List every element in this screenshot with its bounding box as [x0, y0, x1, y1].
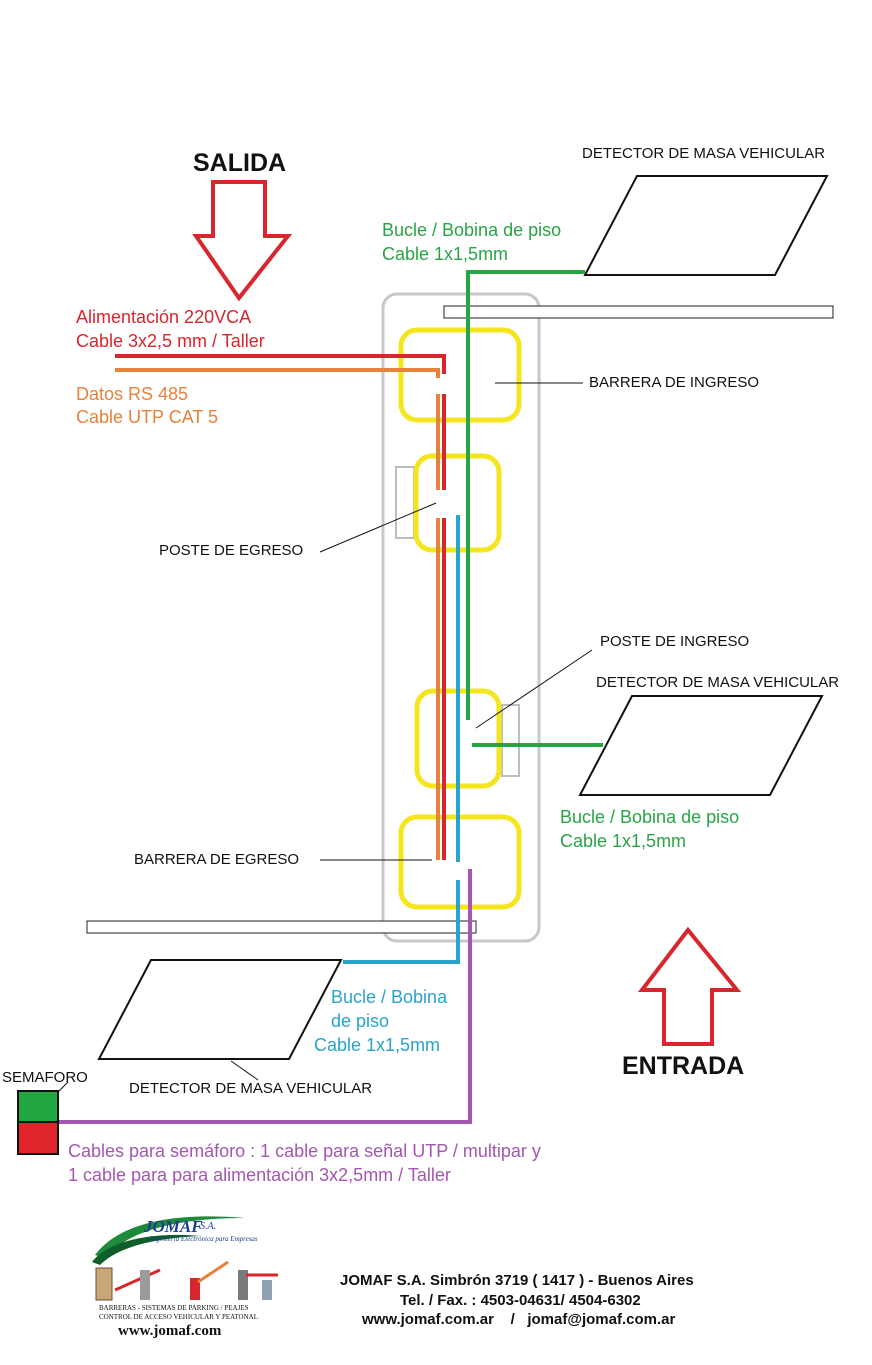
logo-barrier-icon-2	[197, 1260, 229, 1284]
logo-post-icon-1	[140, 1270, 150, 1300]
logo-suffix: S.A.	[200, 1221, 217, 1232]
semaforo-cables-line2: 1 cable para para alimentación 3x2,5mm /…	[68, 1165, 451, 1185]
detector-bottom	[97, 959, 343, 1060]
logo-post-icon-3	[238, 1270, 248, 1300]
logo-caption-1: BARRERAS - SISTEMAS DE PARKING / PEAJES	[99, 1304, 249, 1312]
semaforo-light-red	[17, 1121, 59, 1155]
detector-mid	[578, 695, 824, 796]
logo-barrier-icon	[114, 1268, 161, 1292]
logo-post-icon-4	[262, 1280, 272, 1300]
gate-box-ingreso	[501, 704, 520, 777]
loop-top-line2: Cable 1x1,5mm	[382, 244, 509, 264]
data-label-line1: Datos RS 485	[76, 384, 189, 404]
barrera-ingreso-post	[398, 327, 522, 423]
detector-mid-label: DETECTOR DE MASA VEHICULAR	[596, 674, 840, 691]
power-label-line2: Cable 3x2,5 mm / Taller	[76, 331, 265, 351]
detector-top	[583, 175, 829, 276]
logo-booth-icon	[95, 1267, 113, 1301]
entrada-arrow	[637, 926, 742, 1046]
semaforo-light-green	[17, 1090, 59, 1123]
loop-mid-line1: Bucle / Bobina de piso	[560, 807, 740, 827]
semaforo-label: SEMAFORO	[2, 1069, 88, 1086]
footer-address: JOMAF S.A. Simbrón 3719 ( 1417 ) - Bueno…	[340, 1272, 694, 1289]
logo-name: JOMAF	[144, 1217, 203, 1236]
logo-post-icon-2	[190, 1278, 200, 1300]
power-label-line1: Alimentación 220VCA	[76, 307, 252, 327]
power-cable	[115, 354, 446, 374]
leader-poste-egreso	[319, 502, 437, 553]
data-label-line2: Cable UTP CAT 5	[76, 407, 219, 427]
island-outline	[381, 292, 541, 943]
entrada-heading: ENTRADA	[622, 1052, 745, 1080]
semaforo-cables-line1: Cables para semáforo : 1 cable para seña…	[68, 1141, 541, 1161]
leader-detector-bottom	[230, 1060, 259, 1081]
leader-semaforo	[57, 1081, 69, 1093]
poste-egreso-label: POSTE DE EGRESO	[159, 542, 304, 559]
data-cable	[115, 368, 440, 378]
logo-tagline: Ingeniería Electrónica para Empresas	[150, 1235, 258, 1243]
detector-bottom-label: DETECTOR DE MASA VEHICULAR	[129, 1080, 373, 1097]
loop-top-line1: Bucle / Bobina de piso	[382, 220, 562, 240]
poste-ingreso-label: POSTE DE INGRESO	[600, 633, 750, 650]
loop-cable-bottom-run	[343, 880, 460, 964]
detector-top-label: DETECTOR DE MASA VEHICULAR	[582, 145, 826, 162]
logo-web: www.jomaf.com	[118, 1323, 222, 1339]
barrier-arm-egreso	[86, 920, 477, 934]
gate-box-egreso	[395, 466, 415, 539]
semaforo-cable	[58, 869, 472, 1124]
salida-heading: SALIDA	[193, 149, 287, 177]
loop-mid-line2: Cable 1x1,5mm	[560, 831, 687, 851]
barrera-egreso-label: BARRERA DE EGRESO	[134, 851, 300, 868]
loop-bottom-line3: Cable 1x1,5mm	[314, 1035, 441, 1055]
footer-phone: Tel. / Fax. : 4503-04631/ 4504-6302	[400, 1292, 641, 1309]
loop-cable-top	[466, 270, 585, 720]
leader-poste-ingreso	[475, 649, 593, 729]
barrier-arm-ingreso	[443, 305, 834, 319]
footer-contact: www.jomaf.com.ar / jomaf@jomaf.com.ar	[362, 1311, 676, 1328]
loop-bottom-line2: de piso	[331, 1011, 390, 1031]
logo-swoosh	[95, 1216, 245, 1258]
loop-bottom-line1: Bucle / Bobina	[331, 987, 448, 1007]
barrera-ingreso-label: BARRERA DE INGRESO	[589, 374, 760, 391]
logo-caption-2: CONTROL DE ACCESO VEHICULAR Y PEATONAL	[99, 1313, 258, 1321]
logo-swoosh-2	[92, 1234, 200, 1265]
salida-arrow	[192, 180, 293, 302]
